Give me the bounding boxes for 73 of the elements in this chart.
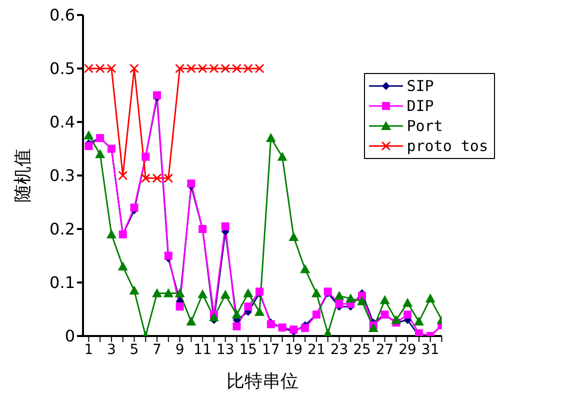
point: [129, 286, 140, 295]
y-axis-title: 随机值: [12, 148, 34, 202]
legend-label: proto tos: [406, 136, 488, 156]
legend-label: Port: [406, 116, 443, 136]
point: [368, 322, 378, 332]
point: [118, 261, 128, 270]
point: [334, 290, 344, 300]
y-tick-label: 0.5: [50, 59, 75, 78]
point: [300, 264, 310, 274]
point: [118, 170, 128, 180]
x-tick-label: 3: [107, 342, 116, 358]
point: [174, 288, 185, 298]
x-tick-label: 29: [398, 342, 416, 358]
point: [129, 64, 139, 74]
y-tick-label: 0.6: [50, 6, 75, 25]
y-tick-label: 0.1: [50, 273, 75, 292]
x-axis-title: 比特串位: [226, 371, 298, 392]
point: [414, 316, 424, 326]
legend-label: DIP: [406, 96, 434, 116]
point: [163, 288, 174, 298]
point: [391, 314, 402, 324]
point: [106, 229, 116, 238]
point: [311, 288, 322, 298]
point: [357, 296, 368, 306]
y-tick-label: 0.2: [50, 220, 75, 239]
point: [380, 295, 390, 304]
point: [232, 310, 242, 319]
x-tick-label: 7: [152, 342, 162, 358]
point: [187, 180, 196, 188]
point: [232, 322, 241, 330]
x-tick-label: 1: [84, 342, 94, 358]
x-tick-label: 25: [353, 342, 371, 358]
x-tick-label: 15: [239, 342, 258, 358]
point: [95, 149, 106, 158]
x-tick-label: 31: [421, 342, 440, 358]
x-tick-label: 11: [194, 342, 212, 358]
x-tick-label: 23: [330, 342, 348, 358]
x-tick-label: 27: [376, 342, 394, 358]
y-tick-label: 0: [64, 326, 75, 346]
point: [84, 142, 93, 150]
point: [153, 91, 162, 100]
x-tick-label: 13: [216, 342, 234, 358]
point: [254, 306, 265, 316]
point: [346, 294, 356, 303]
point: [277, 152, 288, 161]
point: [84, 130, 94, 140]
point: [414, 329, 423, 336]
point: [176, 302, 184, 311]
point: [425, 294, 436, 303]
point: [301, 324, 310, 332]
point: [130, 204, 138, 212]
x-tick-label: 5: [130, 342, 139, 358]
point: [402, 298, 413, 307]
point: [152, 288, 162, 298]
point: [243, 288, 254, 298]
point: [221, 222, 230, 230]
y-tick-label: 0.4: [50, 112, 75, 132]
point: [164, 252, 172, 260]
point: [198, 289, 208, 298]
x-tick-label: 19: [284, 342, 303, 358]
point: [288, 232, 299, 242]
point: [244, 302, 252, 311]
point: [404, 310, 412, 319]
point: [208, 312, 219, 322]
x-tick-label: 9: [175, 342, 184, 358]
point: [266, 133, 276, 142]
x-tick-label: 21: [308, 342, 326, 358]
legend-label: SIP: [406, 76, 434, 96]
x-tick-label: 17: [262, 342, 280, 358]
point: [186, 316, 196, 326]
y-tick-label: 0.3: [50, 166, 75, 186]
point: [335, 300, 344, 308]
point: [220, 290, 230, 299]
